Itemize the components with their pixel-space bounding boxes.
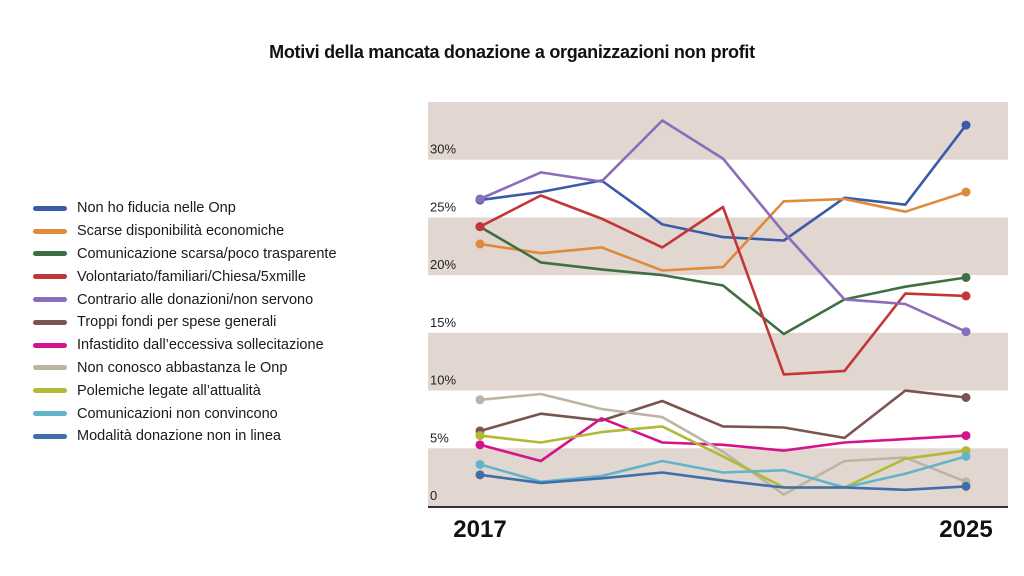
series-start-point (475, 395, 485, 405)
legend-label: Contrario alle donazioni/non servono (77, 291, 314, 308)
y-tick-label: 30% (430, 142, 456, 157)
series-start-point (475, 470, 485, 480)
chart-title: Motivi della mancata donazione a organiz… (269, 42, 755, 62)
series-end-point (961, 272, 971, 282)
series-line (479, 425, 967, 489)
series-line (479, 119, 967, 333)
legend-item: Volontariato/familiari/Chiesa/5xmille (33, 265, 337, 288)
series-start-point (475, 431, 485, 441)
y-tick-label: 0 (430, 488, 437, 503)
series-end-point (961, 451, 971, 461)
legend-label: Modalità donazione non in linea (77, 428, 281, 445)
legend-label: Polemiche legate all’attualità (77, 382, 261, 399)
series-end-point (961, 392, 971, 402)
legend-label: Comunicazione scarsa/poco trasparente (77, 245, 337, 262)
series-line (479, 124, 968, 242)
y-tick-label: 25% (430, 199, 456, 214)
series-line (479, 416, 967, 463)
series-line (479, 190, 967, 272)
legend-item: Non ho fiducia nelle Onp (33, 197, 337, 220)
y-tick-label: 10% (430, 373, 456, 388)
series-start-point (475, 440, 485, 450)
legend-swatch (33, 297, 67, 303)
legend-label: Comunicazioni non convincono (77, 405, 278, 422)
series-end-point (961, 327, 971, 337)
y-tick-label: 5% (430, 430, 449, 445)
legend-swatch (33, 319, 67, 325)
series-end-point (961, 120, 971, 130)
legend-swatch (33, 411, 67, 417)
series-line (479, 392, 967, 496)
legend-item: Polemiche legate all’attualità (33, 379, 337, 402)
shaded-band (428, 217, 1008, 276)
legend-label: Non conosco abbastanza le Onp (77, 359, 288, 376)
series-line (479, 389, 967, 440)
legend-label: Infastidito dall’eccessiva sollecitazion… (77, 337, 324, 354)
legend-item: Comunicazioni non convincono (33, 402, 337, 425)
y-tick-label: 15% (430, 315, 456, 330)
legend-swatch (33, 205, 67, 211)
x-tick-label-end: 2025 (939, 516, 992, 543)
legend-swatch (33, 388, 67, 394)
legend-swatch (33, 365, 67, 371)
series-line (479, 194, 967, 376)
series-end-point (961, 431, 971, 441)
series-start-point (475, 459, 485, 469)
legend-label: Volontariato/familiari/Chiesa/5xmille (77, 268, 306, 285)
legend-item: Scarse disponibilità economiche (33, 220, 337, 243)
series-line (479, 471, 967, 492)
legend-item: Comunicazione scarsa/poco trasparente (33, 243, 337, 266)
x-tick-label-start: 2017 (453, 516, 506, 543)
y-tick-label: 20% (430, 257, 456, 272)
shaded-band (428, 332, 1008, 391)
legend-swatch (33, 251, 67, 257)
legend-item: Non conosco abbastanza le Onp (33, 357, 337, 380)
series-start-point (475, 194, 485, 204)
series-start-point (475, 239, 485, 249)
legend-swatch (33, 342, 67, 348)
series-end-point (961, 481, 971, 491)
legend-swatch (33, 228, 67, 234)
legend-label: Non ho fiducia nelle Onp (77, 200, 236, 217)
series-line (479, 225, 967, 336)
legend-label: Troppi fondi per spese generali (77, 314, 277, 331)
legend-item: Contrario alle donazioni/non servono (33, 288, 337, 311)
legend-swatch (33, 433, 67, 439)
legend: Non ho fiducia nelle Onp Scarse disponibi… (33, 197, 337, 448)
legend-label: Scarse disponibilità economiche (77, 223, 285, 240)
legend-item: Modalità donazione non in linea (33, 425, 337, 448)
shaded-band (428, 102, 1008, 160)
series-end-point (961, 187, 971, 197)
legend-item: Troppi fondi per spese generali (33, 311, 337, 334)
series-end-point (961, 291, 971, 301)
series-start-point (475, 222, 485, 232)
series-line (479, 455, 967, 489)
legend-item: Infastidito dall’eccessiva sollecitazion… (33, 334, 337, 357)
legend-swatch (33, 274, 67, 280)
